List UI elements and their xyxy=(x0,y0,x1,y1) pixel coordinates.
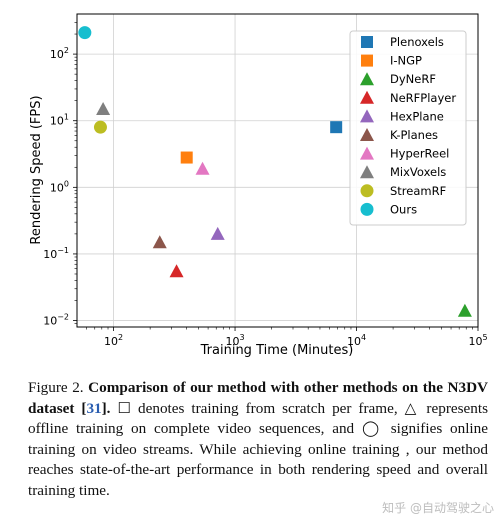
caption-text: ☐ denotes training from scratch per fram… xyxy=(28,399,488,499)
legend-marker-ours xyxy=(360,202,374,216)
y-axis-label: Rendering Speed (FPS) xyxy=(29,95,44,244)
plot-frame xyxy=(76,13,479,328)
watermark: 知乎 @自动驾驶之心 xyxy=(382,501,494,515)
y-tick-exponent: −2 xyxy=(57,313,69,322)
caption-title: Comparison of our method with other meth… xyxy=(28,379,489,417)
legend-label-hexplane: HexPlane xyxy=(390,109,444,123)
y-tick-label: 100 xyxy=(50,179,69,194)
y-tick-label: 102 xyxy=(50,46,69,61)
legend-label-dynerf: DyNeRF xyxy=(390,72,436,86)
legend-marker-plenoxels xyxy=(361,36,373,48)
legend-label-plenoxels: Plenoxels xyxy=(390,35,444,49)
point-i-ngp xyxy=(180,151,193,164)
point-hyperreel xyxy=(195,161,210,175)
x-axis-label: Training Time (Minutes) xyxy=(200,343,354,358)
legend-marker-i-ngp xyxy=(361,54,373,67)
x-tick-label: 105 xyxy=(468,333,487,348)
point-mixvoxels xyxy=(96,101,111,115)
legend-marker-hexplane xyxy=(360,109,374,123)
legend-marker-mixvoxels xyxy=(360,165,374,179)
legend-label-streamrf: StreamRF xyxy=(390,184,446,198)
legend-marker-hyperreel xyxy=(360,146,374,160)
legend-label-k-planes: K-Planes xyxy=(390,128,438,142)
data-points xyxy=(78,26,472,317)
point-plenoxels xyxy=(330,121,343,134)
point-nerfplayer xyxy=(169,264,184,278)
legend-marker-k-planes xyxy=(360,128,374,141)
legend-label-nerfplayer: NeRFPlayer xyxy=(390,91,456,105)
legend-marker-dynerf xyxy=(360,72,374,86)
legend-label-i-ngp: I-NGP xyxy=(390,54,422,68)
y-tick-exponent: −1 xyxy=(57,246,69,255)
x-tick-exponent: 4 xyxy=(361,333,366,342)
x-tick-exponent: 3 xyxy=(239,333,244,342)
legend-marker-streamrf xyxy=(360,184,374,198)
caption-label: Figure 2. xyxy=(28,379,84,396)
point-k-planes xyxy=(152,235,167,249)
x-tick-label: 102 xyxy=(104,333,123,348)
point-hexplane xyxy=(210,226,225,240)
point-dynerf xyxy=(457,303,472,317)
point-ours xyxy=(78,26,92,40)
y-tick-exponent: 0 xyxy=(64,179,69,188)
y-tick-label: 101 xyxy=(50,113,69,128)
citation-link[interactable]: 31 xyxy=(86,399,102,417)
x-tick-exponent: 2 xyxy=(118,333,123,342)
x-tick-exponent: 5 xyxy=(482,333,487,342)
legend: Plenoxels I-NGP DyNeRF NeRFPlayer HexPlane K-… xyxy=(349,30,467,226)
y-tick-exponent: 1 xyxy=(64,113,69,122)
y-tick-label: 10−1 xyxy=(43,246,69,261)
legend-marker-nerfplayer xyxy=(360,90,374,104)
legend-label-mixvoxels: MixVoxels xyxy=(390,165,446,179)
figure-caption: Figure 2. Comparison of our method with … xyxy=(28,378,488,502)
legend-label-ours: Ours xyxy=(390,202,417,216)
y-tick-exponent: 2 xyxy=(64,46,69,55)
legend-label-hyperreel: HyperReel xyxy=(390,147,449,161)
point-streamrf xyxy=(93,120,107,134)
y-tick-label: 10−2 xyxy=(43,313,69,328)
legend-box xyxy=(349,30,467,226)
